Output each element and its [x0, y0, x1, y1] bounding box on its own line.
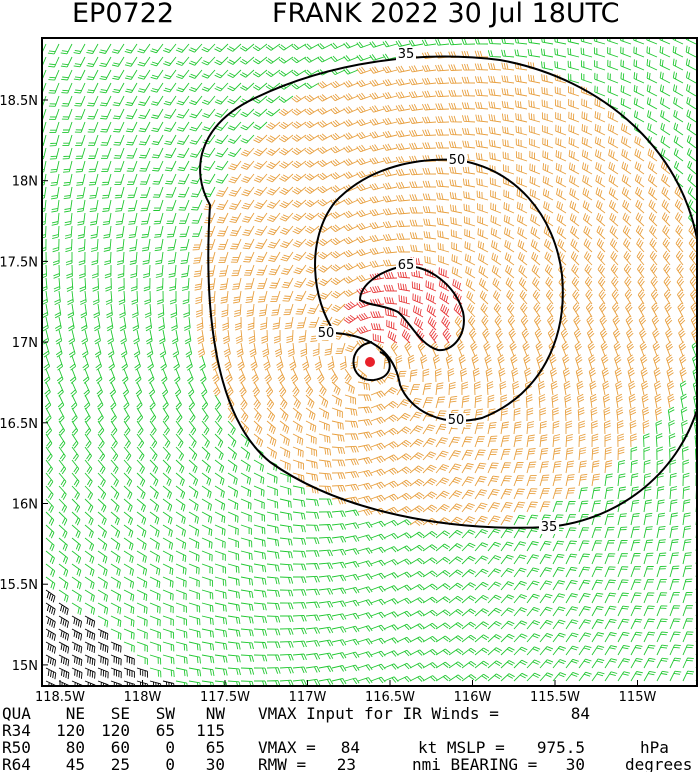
eye-spiral — [352, 341, 391, 382]
y-tick-label: 18.5N — [0, 94, 38, 109]
contour-label: 35 — [398, 47, 415, 62]
footer-cell: 45 — [66, 755, 85, 772]
contour-50 — [314, 158, 564, 422]
footer-note: RMW = — [258, 755, 306, 772]
x-tick-label: 115.5W — [530, 690, 580, 705]
footer-note: VMAX Input for IR Winds = — [258, 704, 499, 723]
footer-cell: SE — [111, 704, 130, 723]
footer-cell: 80 — [66, 738, 85, 757]
footer-cell: R64 — [2, 755, 31, 772]
x-tick-label: 117.5W — [200, 690, 250, 705]
y-tick-label: 18N — [12, 175, 38, 190]
storm-id: EP0722 — [72, 0, 174, 29]
y-tick-label: 17N — [12, 336, 38, 351]
footer-cell: 65 — [156, 721, 175, 740]
contour-35 — [199, 55, 697, 529]
footer-cell: 0 — [165, 755, 175, 772]
axes: 118.5W 118W 117.5W 117W 116.5W 116W 115.5W 115W… — [0, 94, 656, 705]
footer-cell: NW — [206, 704, 226, 723]
footer-note: nmi BEARING = — [412, 755, 537, 772]
footer-cell: 25 — [111, 755, 130, 772]
footer-cell: 120 — [101, 721, 130, 740]
storm-title: FRANK 2022 30 Jul 18UTC — [272, 0, 619, 29]
footer-cell: NE — [66, 704, 85, 723]
contour-label: 65 — [398, 258, 415, 273]
footer-note: 975.5 — [537, 738, 585, 757]
contour-label: 50 — [318, 326, 335, 341]
footer-cell: 115 — [196, 721, 225, 740]
footer-note: 84 — [341, 738, 360, 757]
contour-labels: 35 50 65 50 50 35 — [316, 47, 559, 535]
storm-center — [365, 357, 375, 367]
x-tick-label: 115W — [619, 690, 657, 705]
footer-note: 23 — [337, 755, 356, 772]
footer-cell: 60 — [111, 738, 130, 757]
contour-65 — [358, 264, 465, 352]
barb-group — [42, 38, 697, 686]
x-tick-label: 116W — [454, 690, 492, 705]
y-tick-label: 15.5N — [0, 578, 38, 593]
footer-cell: 30 — [206, 755, 225, 772]
footer-note: 30 — [566, 755, 585, 772]
y-tick-label: 16N — [12, 498, 38, 513]
x-tick-label: 117W — [289, 690, 327, 705]
plot-frame — [41, 37, 698, 687]
footer-note: 84 — [571, 704, 590, 723]
y-tick-label: 17.5N — [0, 255, 38, 270]
x-tick-label: 118W — [124, 690, 162, 705]
footer-note: degrees — [625, 755, 692, 772]
footer-note: kt MSLP = — [418, 738, 505, 757]
footer-cell: R50 — [2, 738, 31, 757]
x-tick-label: 118.5W — [35, 690, 85, 705]
contours — [199, 55, 697, 529]
footer-cell: QUA — [2, 704, 31, 723]
footer-note: VMAX = — [258, 738, 316, 757]
barb-group — [45, 589, 175, 686]
contour-label: 50 — [449, 153, 466, 168]
y-tick-label: 16.5N — [0, 417, 38, 432]
footer-cell: 120 — [56, 721, 85, 740]
footer-cell: 65 — [206, 738, 225, 757]
barb-group — [192, 50, 697, 526]
x-tick-label: 116.5W — [365, 690, 415, 705]
footer-note: hPa — [640, 738, 669, 757]
footer-cell: SW — [156, 704, 176, 723]
footer-cell: 0 — [165, 738, 175, 757]
y-tick-label: 15N — [12, 659, 38, 674]
contour-label: 50 — [448, 413, 465, 428]
contour-label: 35 — [541, 520, 558, 535]
footer-cell: R34 — [2, 721, 31, 740]
